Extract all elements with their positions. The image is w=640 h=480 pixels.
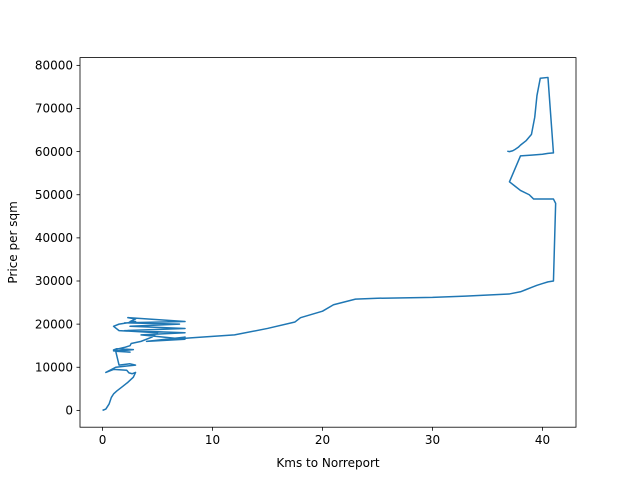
- y-tick-label: 50000: [35, 188, 73, 202]
- series-line-0: [102, 76, 557, 412]
- y-tick-label: 20000: [35, 317, 73, 331]
- y-tick-label: 80000: [35, 59, 73, 73]
- y-tick-label: 10000: [35, 360, 73, 374]
- y-tick-label: 70000: [35, 102, 73, 116]
- x-axis-ticks: 0 10 20 30 40: [99, 427, 550, 447]
- x-tick-label: 20: [315, 433, 330, 447]
- x-tick-label: 0: [99, 433, 107, 447]
- plot-frame: [79, 57, 577, 428]
- y-tick-label: 40000: [35, 231, 73, 245]
- y-tick-label: 60000: [35, 145, 73, 159]
- plot-background: [80, 57, 576, 428]
- y-axis-ticks: 0 10000 20000 30000 40000 50000 60000 70000 8000…: [35, 59, 80, 418]
- series-layer: [102, 76, 557, 412]
- y-tick-label: 0: [65, 404, 73, 418]
- x-tick-label: 30: [425, 433, 440, 447]
- x-tick-label: 40: [535, 433, 550, 447]
- y-axis-label: Price per sqm: [6, 201, 20, 283]
- y-tick-label: 30000: [35, 274, 73, 288]
- x-tick-label: 10: [205, 433, 220, 447]
- x-axis-label: Kms to Norreport: [276, 456, 379, 470]
